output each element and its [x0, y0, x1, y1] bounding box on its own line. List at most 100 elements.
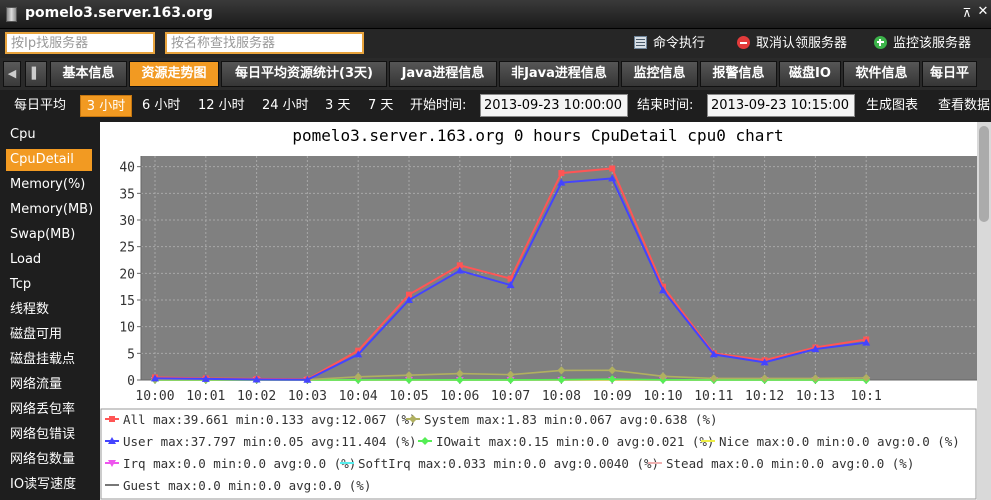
sidebar-item-cpu[interactable]: Cpu	[10, 127, 36, 142]
range-7-days[interactable]: 7 天	[368, 98, 394, 113]
series-system-point	[506, 370, 515, 379]
sidebar-item-tcp[interactable]: Tcp	[10, 277, 32, 292]
x-tick-label: 10:12	[745, 389, 784, 404]
series-system-point	[760, 374, 769, 383]
series-all-point	[558, 170, 565, 177]
command-execute-label: 命令执行	[653, 36, 706, 51]
range-24-hours[interactable]: 24 小时	[262, 98, 309, 113]
start-time-field[interactable]: 2013-09-23 10:00:00	[480, 94, 628, 117]
series-iowait-point	[506, 375, 515, 384]
legend-all-marker	[109, 416, 115, 422]
legend-softirq-label: SoftIrq max:0.033 min:0.0 avg:0.0040 (%)	[358, 456, 659, 471]
ip-search-input[interactable]	[5, 32, 155, 54]
tab-disk-io[interactable]: 磁盘IO	[779, 61, 841, 87]
scrollbar-thumb[interactable]	[979, 126, 989, 222]
bar-icon: ▌	[31, 67, 41, 80]
tab-daily-partial[interactable]: 每日平	[922, 61, 977, 87]
tab-basic-info[interactable]: 基本信息	[50, 61, 127, 87]
series-user-point	[659, 286, 667, 294]
sidebar-item-packet-count[interactable]: 网络包数量	[10, 452, 76, 467]
legend-stead-label: Stead max:0.0 min:0.0 avg:0.0 (%)	[666, 456, 914, 471]
sidebar-item-cpudetail[interactable]: CpuDetail	[6, 149, 92, 171]
series-user-point	[506, 281, 515, 289]
view-data-button[interactable]: 查看数据	[938, 98, 991, 113]
add-icon	[874, 36, 887, 49]
tab-java-process[interactable]: Java进程信息	[389, 61, 497, 87]
tab-alarm-info[interactable]: 报警信息	[700, 61, 777, 87]
tab-list-button[interactable]: ▌	[25, 61, 47, 87]
sidebar-item-load[interactable]: Load	[10, 252, 42, 267]
series-user-point	[151, 374, 159, 382]
series-system-point	[709, 374, 718, 383]
chart-panel: pomelo3.server.163.org 0 hours CpuDetail…	[100, 122, 977, 500]
legend-system-marker	[409, 415, 417, 423]
name-search-input[interactable]	[165, 32, 364, 54]
series-user-point	[354, 350, 363, 358]
terminal-icon	[634, 36, 647, 49]
series-user-point	[405, 296, 413, 303]
y-tick-label: 5	[127, 347, 135, 362]
generate-chart-button[interactable]: 生成图表	[866, 98, 919, 113]
x-tick-label: 10:1	[851, 389, 882, 404]
end-time-field[interactable]: 2013-09-23 10:15:00	[707, 94, 855, 117]
x-tick-label: 10:10	[643, 389, 682, 404]
range-6-hours[interactable]: 6 小时	[142, 98, 181, 113]
chart-scrollbar[interactable]	[977, 122, 991, 500]
series-iowait-point	[405, 375, 413, 384]
range-daily-average[interactable]: 每日平均	[14, 98, 67, 113]
series-user-point	[760, 358, 769, 366]
series-user-point	[201, 374, 210, 382]
range-3-hours[interactable]: 3 小时	[80, 95, 132, 117]
series-all-point	[609, 165, 616, 172]
legend-irq-label: Irq max:0.0 min:0.0 avg:0.0 (%)	[123, 456, 356, 471]
sidebar-item-swap[interactable]: Swap(MB)	[10, 227, 76, 242]
title-bar: pomelo3.server.163.org ⊼ ✕	[0, 0, 991, 29]
legend-nice-label: Nice max:0.0 min:0.0 avg:0.0 (%)	[719, 434, 960, 449]
tab-scroll-left-button[interactable]: ◀	[3, 61, 21, 87]
x-tick-label: 10:03	[288, 389, 327, 404]
series-system-point	[659, 372, 667, 381]
close-icon[interactable]: ✕	[977, 4, 989, 19]
series-system-point	[455, 369, 464, 378]
end-time-label: 结束时间:	[637, 98, 694, 113]
y-tick-label: 40	[119, 161, 135, 176]
sidebar-item-network-traffic[interactable]: 网络流量	[10, 377, 63, 392]
y-tick-label: 35	[119, 187, 135, 202]
sidebar-item-packet-loss[interactable]: 网络丢包率	[10, 402, 76, 417]
y-tick-label: 0	[127, 374, 135, 389]
tab-monitor-info[interactable]: 监控信息	[621, 61, 698, 87]
legend-all-label: All max:39.661 min:0.133 avg:12.067 (%)	[123, 412, 417, 427]
legend-user-marker	[108, 437, 116, 444]
series-all-point	[507, 275, 514, 282]
sidebar-item-disk-free[interactable]: 磁盘可用	[10, 327, 63, 342]
sidebar-item-memory-percent[interactable]: Memory(%)	[10, 177, 86, 192]
unclaim-server-label: 取消认领服务器	[756, 36, 848, 51]
chart-title: pomelo3.server.163.org 0 hours CpuDetail…	[292, 126, 783, 145]
legend-stead-marker	[652, 462, 658, 464]
series-all-point	[456, 262, 463, 269]
sidebar-item-io-speed[interactable]: IO读写速度	[10, 477, 77, 492]
pin-icon[interactable]: ⊼	[962, 6, 972, 20]
series-system-point	[862, 373, 871, 382]
sidebar-item-memory-mb[interactable]: Memory(MB)	[10, 202, 94, 217]
series-system-point	[811, 374, 820, 383]
x-tick-label: 10:13	[796, 389, 835, 404]
tab-resource-trend[interactable]: 资源走势图	[129, 61, 219, 87]
sidebar-item-threads[interactable]: 线程数	[10, 302, 50, 317]
tab-software-info[interactable]: 软件信息	[843, 61, 920, 87]
x-tick-label: 10:01	[186, 389, 225, 404]
command-execute-button[interactable]: 命令执行	[634, 35, 705, 53]
legend-irq-marker	[108, 460, 116, 467]
series-user-point	[455, 266, 464, 274]
series-iowait-point	[557, 375, 566, 384]
monitor-server-button[interactable]: 监控该服务器	[874, 35, 971, 53]
sidebar-item-mount-points[interactable]: 磁盘挂载点	[10, 352, 76, 367]
x-tick-label: 10:06	[440, 389, 479, 404]
server-icon	[6, 7, 17, 22]
sidebar-item-packet-errors[interactable]: 网络包错误	[10, 427, 76, 442]
range-3-days[interactable]: 3 天	[325, 98, 351, 113]
tab-non-java-process[interactable]: 非Java进程信息	[499, 61, 619, 87]
range-12-hours[interactable]: 12 小时	[198, 98, 245, 113]
tab-daily-average[interactable]: 每日平均资源统计(3天)	[221, 61, 387, 87]
unclaim-server-button[interactable]: 取消认领服务器	[737, 35, 847, 53]
